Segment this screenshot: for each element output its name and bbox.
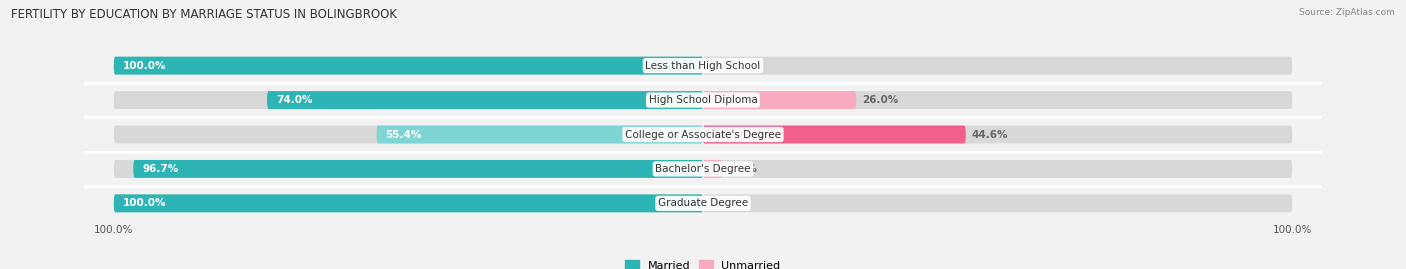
FancyBboxPatch shape [267, 91, 703, 109]
Text: 100.0%: 100.0% [122, 198, 166, 208]
Text: High School Diploma: High School Diploma [648, 95, 758, 105]
FancyBboxPatch shape [703, 160, 1292, 178]
Text: 0.0%: 0.0% [709, 198, 738, 208]
Text: Less than High School: Less than High School [645, 61, 761, 71]
Text: 3.3%: 3.3% [728, 164, 758, 174]
Legend: Married, Unmarried: Married, Unmarried [621, 256, 785, 269]
Text: 44.6%: 44.6% [972, 129, 1008, 140]
Text: 0.0%: 0.0% [709, 61, 738, 71]
FancyBboxPatch shape [114, 126, 703, 143]
Text: 55.4%: 55.4% [385, 129, 422, 140]
FancyBboxPatch shape [703, 126, 1292, 143]
Text: College or Associate's Degree: College or Associate's Degree [626, 129, 780, 140]
FancyBboxPatch shape [114, 57, 703, 75]
FancyBboxPatch shape [703, 126, 966, 143]
FancyBboxPatch shape [703, 57, 1292, 75]
Text: 26.0%: 26.0% [862, 95, 898, 105]
Text: FERTILITY BY EDUCATION BY MARRIAGE STATUS IN BOLINGBROOK: FERTILITY BY EDUCATION BY MARRIAGE STATU… [11, 8, 398, 21]
Text: 74.0%: 74.0% [276, 95, 312, 105]
Text: Graduate Degree: Graduate Degree [658, 198, 748, 208]
FancyBboxPatch shape [703, 160, 723, 178]
Text: Bachelor's Degree: Bachelor's Degree [655, 164, 751, 174]
FancyBboxPatch shape [377, 126, 703, 143]
Text: Source: ZipAtlas.com: Source: ZipAtlas.com [1299, 8, 1395, 17]
FancyBboxPatch shape [703, 91, 856, 109]
FancyBboxPatch shape [134, 160, 703, 178]
Text: 100.0%: 100.0% [122, 61, 166, 71]
FancyBboxPatch shape [114, 194, 703, 212]
FancyBboxPatch shape [703, 194, 1292, 212]
FancyBboxPatch shape [114, 91, 703, 109]
FancyBboxPatch shape [114, 160, 703, 178]
Text: 96.7%: 96.7% [142, 164, 179, 174]
FancyBboxPatch shape [703, 91, 1292, 109]
FancyBboxPatch shape [114, 57, 703, 75]
FancyBboxPatch shape [114, 194, 703, 212]
